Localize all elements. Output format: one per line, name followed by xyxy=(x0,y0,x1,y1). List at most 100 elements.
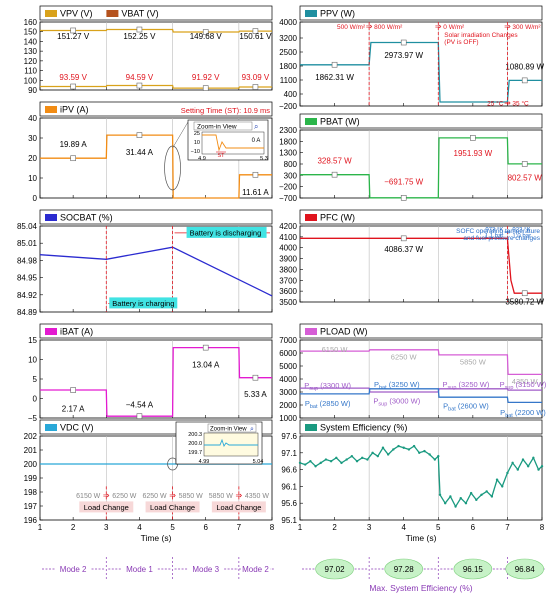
arrow-icon: ⇒ xyxy=(435,22,442,31)
discharging-box xyxy=(186,226,267,238)
series-point xyxy=(437,454,440,458)
series-point xyxy=(345,458,348,461)
x-tick-label: 3 xyxy=(104,523,109,532)
x-tick-label: 7 xyxy=(237,523,242,532)
legend-swatch xyxy=(106,10,119,17)
series-point xyxy=(386,453,390,456)
data-label: 31.44 A xyxy=(126,148,154,157)
y-tick-label: 0 xyxy=(33,395,38,404)
x-tick-label: 8 xyxy=(270,523,275,532)
inset-st-label: ST xyxy=(217,153,225,159)
data-label: 328.57 W xyxy=(317,157,352,166)
data-label: −4.54 A xyxy=(126,400,154,409)
cond-label: 1.0 bar xyxy=(512,234,531,240)
inset-y-tick: 10 xyxy=(194,140,200,146)
panel-ibat: iBAT (A) −5 0 5 10 15 2.17 A −4.54 A 13.04 A 5.33… xyxy=(28,323,273,423)
legend-label: PBAT (W) xyxy=(320,117,360,127)
series-point xyxy=(314,465,317,468)
series-point xyxy=(459,496,462,500)
solar-note: Solar irradiation Changes xyxy=(444,32,518,39)
pload-label: Pbat (2600 W) xyxy=(443,402,489,413)
legend-frame xyxy=(299,323,543,339)
load-from-label: 6150 W xyxy=(76,493,101,500)
y-tick-label: 120 xyxy=(24,57,38,66)
legend-frame xyxy=(299,419,543,435)
load-arrow-icon: ⇒ xyxy=(236,491,243,500)
y-tick-label: 6000 xyxy=(279,349,297,358)
load-from-label: 5850 W xyxy=(209,493,234,500)
pload-label: Pbat (2850 W) xyxy=(305,399,351,410)
series-point xyxy=(540,465,544,468)
x-tick-label: 4 xyxy=(401,523,406,532)
y-tick-label: −200 xyxy=(279,183,298,192)
data-label: 2973.97 W xyxy=(384,51,423,60)
data-marker xyxy=(70,387,76,393)
legend-ppv: PPV (W) xyxy=(299,5,543,21)
y-tick-label: 5000 xyxy=(279,362,297,371)
series-point xyxy=(526,465,530,468)
mode-label: Mode 3 xyxy=(192,565,219,574)
y-tick-label: 300 xyxy=(284,171,298,180)
y-tick-label: 100 xyxy=(24,76,38,85)
load-change-box xyxy=(211,501,266,513)
series-point xyxy=(418,451,421,454)
irradiance-label: 0 W/m² xyxy=(443,24,465,31)
series-point xyxy=(350,454,354,458)
legend-swatch xyxy=(45,424,57,431)
data-marker xyxy=(252,171,259,178)
data-label: 91.92 V xyxy=(192,73,220,82)
panel-pbat: PBAT (W) −700 −200 300 800 1300 1800 2300 328.57… xyxy=(279,113,543,203)
data-marker xyxy=(136,26,143,33)
y-tick-label: 95.6 xyxy=(281,499,297,508)
efficiency-badge xyxy=(505,558,545,580)
legend-ibat: iBAT (A) xyxy=(39,323,273,339)
data-label: 3580.72 W xyxy=(505,297,544,306)
y-tick-label: 400 xyxy=(284,90,298,99)
y-tick-label: 5 xyxy=(33,375,38,384)
y-tick-label: 150 xyxy=(24,28,38,37)
y-tick-label: 140 xyxy=(24,37,38,46)
data-label: 1951.93 W xyxy=(454,149,493,158)
y-tick-label: 199 xyxy=(24,474,38,483)
y-tick-label: 15 xyxy=(28,336,37,345)
y-tick-label: 3700 xyxy=(279,276,297,285)
panel-ppv: PPV (W) −200 400 1100 1800 2500 3200 4000 1862.3… xyxy=(279,5,545,111)
plot-frame xyxy=(299,339,543,419)
pload-label: Psup (3250 W) xyxy=(443,380,490,391)
y-tick-label: 30 xyxy=(28,134,37,143)
mode-label: Mode 2 xyxy=(242,565,269,574)
y-tick-label: 10 xyxy=(28,356,37,365)
data-marker xyxy=(70,83,76,90)
load-change-label: Load Change xyxy=(150,503,195,512)
y-tick-label: 4000 xyxy=(279,18,297,27)
irradiance-label: 300 W/m² xyxy=(512,24,541,31)
series-line-VBAT xyxy=(40,84,272,89)
solar-note: (PV is OFF) xyxy=(444,39,478,46)
series-point xyxy=(397,444,400,448)
load-arrow-icon: ⇒ xyxy=(169,491,176,500)
series-point xyxy=(475,498,478,502)
mode-label: Mode 1 xyxy=(126,565,153,574)
arrow-icon: ⇒ xyxy=(366,22,373,31)
series-point xyxy=(506,471,509,475)
series-point xyxy=(392,448,395,451)
arrow-icon: ⇒ xyxy=(504,98,511,107)
data-marker xyxy=(400,39,407,46)
data-label: 5.33 A xyxy=(244,390,267,399)
series-point xyxy=(449,495,452,498)
series-line-Pbat xyxy=(300,388,542,404)
series-point xyxy=(480,493,483,496)
series-point xyxy=(402,446,405,449)
y-tick-label: 201 xyxy=(24,446,38,455)
legend-pload: PLOAD (W) xyxy=(299,323,543,339)
series-point xyxy=(469,491,473,495)
temp-label: 25 °C xyxy=(487,99,504,107)
data-label: 149.68 V xyxy=(190,32,223,41)
data-marker xyxy=(400,235,407,242)
data-label: 152.25 V xyxy=(123,32,156,41)
pload-label: Psup (3300 W) xyxy=(304,381,351,392)
series-point xyxy=(495,478,499,481)
data-marker xyxy=(136,132,143,138)
y-tick-label: 3200 xyxy=(279,34,297,43)
